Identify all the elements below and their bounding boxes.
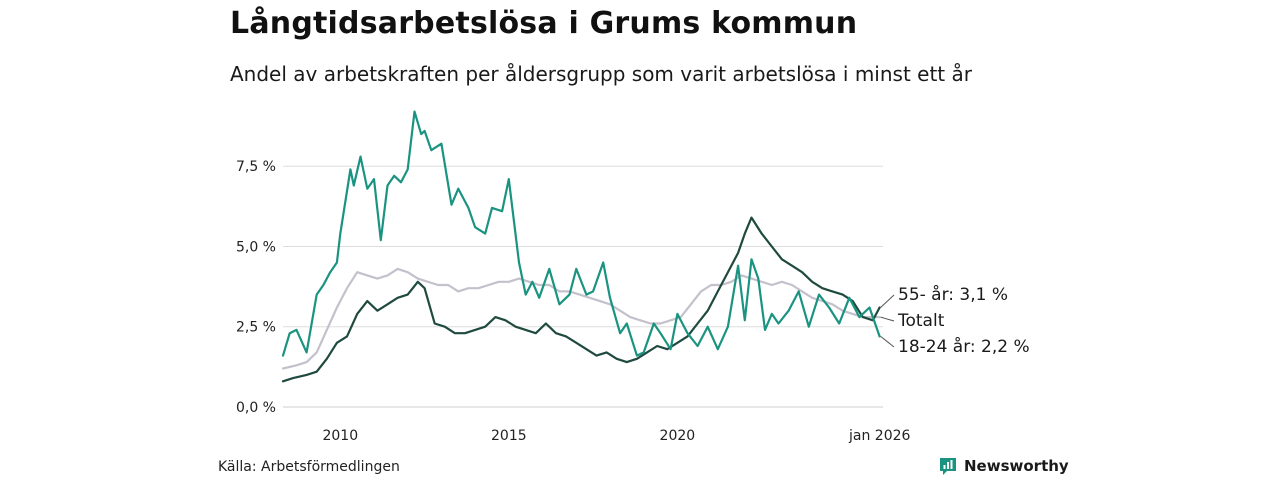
x-tick-label: jan 2026 bbox=[848, 428, 911, 444]
end-label-18-24-connector bbox=[880, 335, 895, 348]
end-label-55-plus-connector bbox=[880, 294, 895, 308]
line-chart: 0,0 % 2,5 % 5,0 % 7,5 % 2010 2015 2020 jan 202… bbox=[236, 110, 1030, 444]
y-axis-ticks: 0,0 % 2,5 % 5,0 % 7,5 % bbox=[236, 159, 276, 416]
end-label-55-plus: 55- år: 3,1 % bbox=[898, 284, 1008, 305]
source-note: Källa: Arbetsförmedlingen bbox=[218, 459, 400, 475]
y-tick-label: 2,5 % bbox=[236, 320, 276, 336]
y-tick-label: 5,0 % bbox=[236, 239, 276, 255]
x-axis-ticks: 2010 2015 2020 jan 2026 bbox=[322, 428, 910, 444]
series-end-labels: 55- år: 3,1 % Totalt 18-24 år: 2,2 % bbox=[880, 284, 1030, 357]
chart-title: Långtidsarbetslösa i Grums kommun bbox=[230, 6, 858, 41]
grid-lines bbox=[283, 165, 883, 408]
end-label-totalt: Totalt bbox=[897, 311, 945, 331]
end-label-totalt-connector bbox=[880, 316, 895, 322]
series-line-55-r bbox=[281, 216, 881, 383]
x-tick-label: 2015 bbox=[491, 428, 527, 444]
y-tick-label: 0,0 % bbox=[236, 400, 276, 416]
chart-subtitle: Andel av arbetskraften per åldersgrupp s… bbox=[230, 62, 972, 86]
series-line-totalt bbox=[281, 267, 881, 370]
brand-name: Newsworthy bbox=[964, 457, 1069, 475]
series-lines bbox=[281, 110, 881, 383]
series-line-18-24-r bbox=[281, 110, 881, 357]
end-label-18-24: 18-24 år: 2,2 % bbox=[898, 336, 1030, 357]
x-tick-label: 2020 bbox=[660, 428, 696, 444]
newsworthy-icon bbox=[940, 458, 956, 475]
brand-logo: Newsworthy bbox=[938, 456, 1069, 476]
y-tick-label: 7,5 % bbox=[236, 159, 276, 175]
x-tick-label: 2010 bbox=[322, 428, 358, 444]
